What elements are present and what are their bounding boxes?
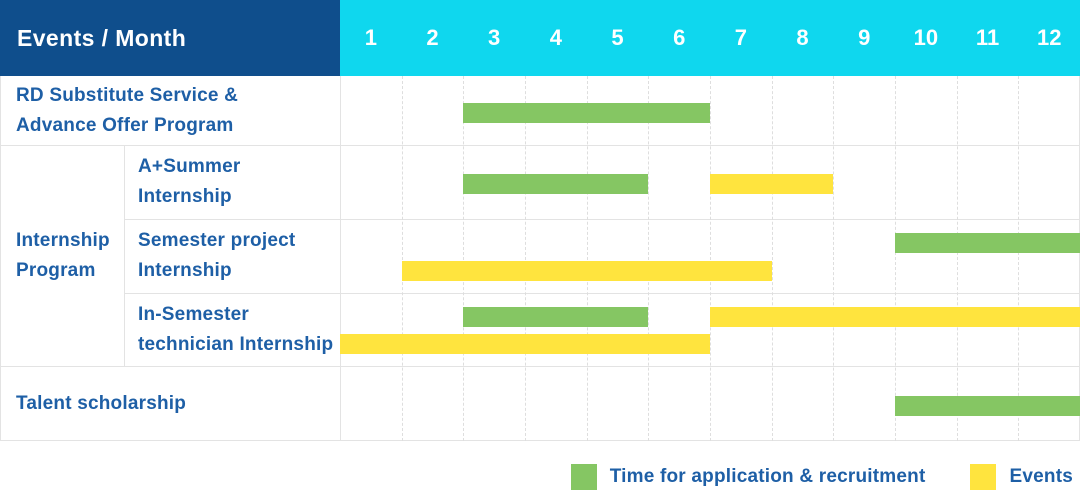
label-chart-divider bbox=[340, 76, 341, 441]
month-label-1: 1 bbox=[364, 25, 377, 50]
month-label-4: 4 bbox=[549, 25, 562, 50]
group-label-line: Internship bbox=[16, 229, 110, 251]
row-separator bbox=[0, 366, 1080, 367]
legend-label-green: Time for application & recruitment bbox=[609, 466, 926, 487]
gantt-bar-yellow bbox=[710, 174, 833, 194]
row-label-line: Internship bbox=[138, 186, 232, 207]
month-label-9: 9 bbox=[858, 25, 871, 50]
month-gridline bbox=[1018, 76, 1019, 441]
gantt-bar-yellow bbox=[402, 261, 772, 281]
month-gridline bbox=[710, 76, 711, 441]
header-title-cell: Events / Month bbox=[0, 0, 340, 76]
legend-label-yellow: Events bbox=[1009, 466, 1073, 487]
row-separator bbox=[124, 293, 1080, 294]
row-label: Semester project Internship bbox=[124, 219, 340, 293]
row-label-line: Internship bbox=[138, 260, 232, 281]
row-label-line: Talent scholarship bbox=[16, 392, 187, 414]
row-label-line: technician Internship bbox=[138, 333, 334, 355]
month-gridline bbox=[587, 76, 588, 441]
gantt-bar-green bbox=[463, 174, 648, 194]
gantt-bar-green bbox=[895, 396, 1080, 416]
row-label: RD Substitute Service & Advance Offer Pro… bbox=[0, 76, 340, 145]
month-gridline bbox=[402, 76, 403, 441]
month-gridline bbox=[895, 76, 896, 441]
month-gridline bbox=[833, 76, 834, 441]
month-label-5: 5 bbox=[611, 25, 624, 50]
month-gridline bbox=[648, 76, 649, 441]
gantt-bar-green bbox=[463, 103, 710, 123]
month-label-6: 6 bbox=[673, 25, 686, 50]
row-label-line: RD Substitute Service & bbox=[16, 84, 239, 106]
row-separator bbox=[0, 145, 1080, 146]
legend-item-yellow: Events bbox=[970, 464, 1073, 490]
header-month-row: 1 2 3 4 5 6 7 8 9 10 11 12 bbox=[340, 0, 1080, 76]
month-label-3: 3 bbox=[488, 25, 501, 50]
gantt-bar-yellow bbox=[710, 307, 1080, 327]
header-title: Events / Month bbox=[17, 24, 187, 51]
row-label-line: Semester project bbox=[138, 230, 296, 251]
legend-swatch-yellow bbox=[970, 464, 997, 490]
table-bottom-border bbox=[0, 440, 1080, 441]
month-label-8: 8 bbox=[796, 25, 809, 50]
gantt-bar-yellow bbox=[340, 334, 710, 354]
month-gridline bbox=[525, 76, 526, 441]
row-separator bbox=[124, 219, 1080, 220]
month-label-7: 7 bbox=[734, 25, 747, 50]
group-label-line: Program bbox=[16, 259, 96, 281]
gantt-bar-green bbox=[895, 233, 1080, 253]
month-gridline bbox=[463, 76, 464, 441]
month-gridline bbox=[957, 76, 958, 441]
month-label-12: 12 bbox=[1036, 25, 1062, 50]
gantt-bar-green bbox=[463, 307, 648, 327]
month-label-2: 2 bbox=[426, 25, 439, 50]
month-label-11: 11 bbox=[975, 25, 1000, 50]
row-label-line: In-Semester bbox=[138, 303, 249, 325]
table-left-border bbox=[0, 76, 1, 441]
month-gridline bbox=[772, 76, 773, 441]
legend-item-green: Time for application & recruitment bbox=[570, 464, 926, 490]
row-label: A+Summer Internship bbox=[124, 145, 340, 219]
legend: Time for application & recruitment Events bbox=[570, 462, 1073, 492]
group-column-divider bbox=[124, 145, 125, 366]
row-label: In-Semester technician Internship bbox=[124, 293, 340, 366]
group-label: Internship Program bbox=[0, 145, 124, 366]
row-label-line: Advance Offer Program bbox=[16, 114, 234, 136]
row-label-line: A+Summer bbox=[138, 156, 241, 177]
month-label-10: 10 bbox=[913, 25, 939, 50]
row-label: Talent scholarship bbox=[0, 366, 340, 441]
legend-swatch-green bbox=[570, 464, 597, 490]
